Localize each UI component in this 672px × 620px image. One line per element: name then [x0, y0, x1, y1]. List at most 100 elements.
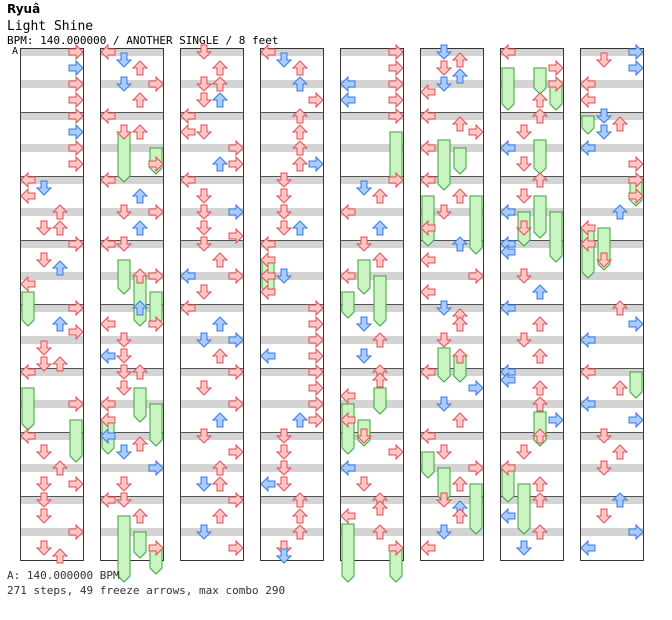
up-arrow [211, 348, 229, 364]
up-arrow [531, 428, 549, 444]
right-arrow [628, 171, 644, 189]
freeze-arrow [517, 483, 531, 535]
beat-band [500, 496, 564, 504]
beat-band [20, 336, 84, 344]
bpm-summary: A: 140.000000 BPM [7, 569, 120, 582]
freeze-arrow [149, 403, 163, 447]
right-arrow [308, 363, 324, 381]
right-arrow [628, 155, 644, 173]
up-arrow [451, 68, 469, 84]
column-border [500, 48, 564, 561]
beat-band [500, 48, 564, 56]
left-arrow [420, 283, 436, 301]
down-arrow [275, 52, 293, 68]
freeze-arrow [21, 291, 35, 327]
beat-band [260, 272, 324, 280]
right-arrow [148, 315, 164, 333]
up-arrow [371, 188, 389, 204]
down-arrow [195, 92, 213, 108]
right-arrow [388, 443, 404, 461]
down-arrow [195, 220, 213, 236]
down-arrow [435, 332, 453, 348]
up-arrow [291, 524, 309, 540]
right-arrow [228, 491, 244, 509]
beat-band [500, 240, 564, 248]
right-arrow [388, 75, 404, 93]
down-arrow [195, 332, 213, 348]
down-arrow [115, 124, 133, 140]
left-arrow [580, 395, 596, 413]
left-arrow [420, 363, 436, 381]
beat-band [100, 80, 164, 88]
down-arrow [435, 396, 453, 412]
down-arrow [515, 188, 533, 204]
down-arrow [195, 76, 213, 92]
right-arrow [228, 443, 244, 461]
down-arrow [195, 44, 213, 60]
left-arrow [420, 107, 436, 125]
beat-band [500, 304, 564, 312]
right-arrow [548, 75, 564, 93]
beat-band [340, 240, 404, 248]
right-arrow [68, 91, 84, 109]
left-arrow [420, 171, 436, 189]
beat-band [20, 176, 84, 184]
up-arrow [51, 316, 69, 332]
left-arrow [420, 251, 436, 269]
left-arrow [580, 91, 596, 109]
down-arrow [355, 348, 373, 364]
down-arrow [195, 204, 213, 220]
beat-band [260, 304, 324, 312]
freeze-arrow [373, 387, 387, 415]
column-border [420, 48, 484, 561]
down-arrow [115, 364, 133, 380]
freeze-arrow [533, 67, 547, 95]
right-arrow [68, 155, 84, 173]
down-arrow [515, 268, 533, 284]
up-arrow [531, 92, 549, 108]
freeze-arrow [117, 515, 131, 583]
left-arrow [420, 427, 436, 445]
up-arrow [291, 60, 309, 76]
beat-band [180, 464, 244, 472]
up-arrow [51, 260, 69, 276]
left-arrow [260, 475, 276, 493]
right-arrow [68, 475, 84, 493]
beat-band [260, 528, 324, 536]
up-arrow [291, 124, 309, 140]
down-arrow [355, 428, 373, 444]
beat-band [20, 80, 84, 88]
left-arrow [580, 539, 596, 557]
left-arrow [500, 43, 516, 61]
right-arrow [228, 227, 244, 245]
beat-band [340, 400, 404, 408]
beat-band [500, 272, 564, 280]
beat-band [20, 208, 84, 216]
beat-band [180, 496, 244, 504]
freeze-arrow [469, 483, 483, 535]
beat-band [20, 48, 84, 56]
beat-band [180, 80, 244, 88]
up-arrow [531, 316, 549, 332]
up-arrow [371, 332, 389, 348]
beat-band [20, 368, 84, 376]
beat-band [180, 304, 244, 312]
right-arrow [148, 539, 164, 557]
beat-band [180, 176, 244, 184]
right-arrow [148, 203, 164, 221]
beat-band [260, 144, 324, 152]
beat-band [100, 112, 164, 120]
beat-band [100, 336, 164, 344]
left-arrow [180, 171, 196, 189]
freeze-arrow [133, 387, 147, 423]
up-arrow [451, 236, 469, 252]
down-arrow [275, 476, 293, 492]
left-arrow [260, 347, 276, 365]
up-arrow [51, 548, 69, 564]
chart-column [260, 48, 324, 561]
right-arrow [468, 123, 484, 141]
beat-band [340, 176, 404, 184]
left-arrow [340, 507, 356, 525]
beat-band [340, 304, 404, 312]
right-arrow [628, 187, 644, 205]
